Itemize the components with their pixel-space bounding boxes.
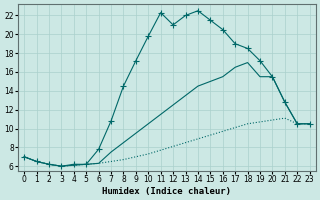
- X-axis label: Humidex (Indice chaleur): Humidex (Indice chaleur): [102, 187, 231, 196]
